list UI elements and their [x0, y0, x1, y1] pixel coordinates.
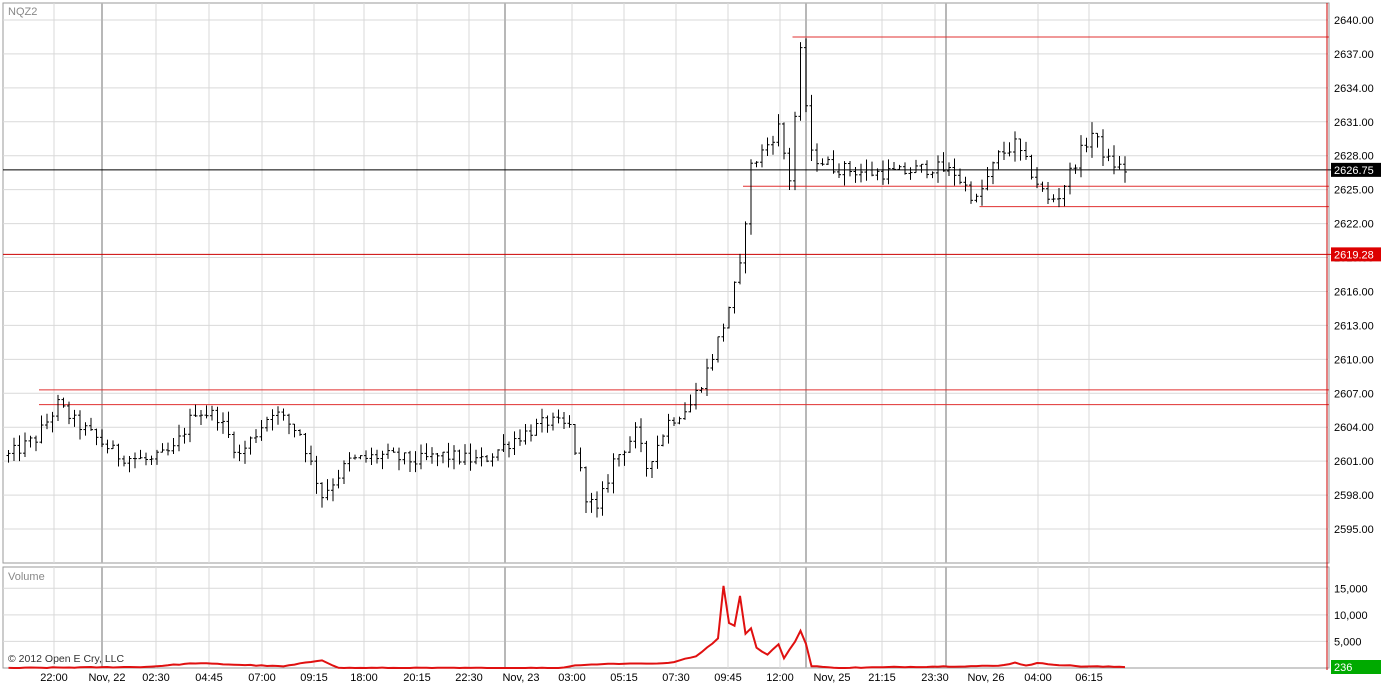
- axes: 2640.00 2637.00 2634.00 2631.00 2628.00 2625.…: [40, 15, 1374, 684]
- grid-lines: [3, 3, 1329, 668]
- symbol-label: NQZ2: [8, 6, 37, 18]
- time-tick-label: 22:00: [40, 672, 68, 684]
- time-tick-label: 09:45: [714, 672, 742, 684]
- time-tick-label: 04:00: [1024, 672, 1052, 684]
- price-tick-label: 2601.00: [1334, 456, 1374, 468]
- time-tick-label: 04:45: [195, 672, 223, 684]
- horizontal-levels: [3, 36, 1331, 406]
- time-tick-label: 09:15: [300, 672, 328, 684]
- price-panel-frame: [2, 2, 1330, 564]
- last-price-text: 2626.75: [1334, 165, 1374, 177]
- price-tick-label: 2616.00: [1334, 286, 1374, 298]
- price-tick-label: 2640.00: [1334, 15, 1374, 27]
- time-tick-label: 21:15: [868, 672, 896, 684]
- volume-line: [8, 585, 1126, 670]
- price-tick-label: 2622.00: [1334, 219, 1374, 231]
- price-tick-label: 2610.00: [1334, 354, 1374, 366]
- time-tick-label: Nov, 25: [813, 672, 850, 684]
- volume-tick-label: 10,000: [1334, 610, 1368, 622]
- copyright-label: © 2012 Open E Cry, LLC: [8, 653, 125, 665]
- price-tick-label: 2634.00: [1334, 83, 1374, 95]
- price-tick-label: 2625.00: [1334, 185, 1374, 197]
- time-tick-label: 12:00: [766, 672, 794, 684]
- price-tick-label: 2607.00: [1334, 388, 1374, 400]
- price-tick-label: 2598.00: [1334, 490, 1374, 502]
- time-tick-label: 18:00: [350, 672, 378, 684]
- price-tick-label: 2631.00: [1334, 117, 1374, 129]
- time-tick-label: 06:15: [1075, 672, 1103, 684]
- volume-panel-frame: [2, 566, 1330, 669]
- level-marker-text: 2619.28: [1334, 249, 1374, 261]
- price-tick-label: 2613.00: [1334, 320, 1374, 332]
- time-tick-label: 22:30: [455, 672, 483, 684]
- volume-series: [8, 585, 1126, 670]
- time-tick-label: Nov, 26: [967, 672, 1004, 684]
- time-tick-label: 07:30: [662, 672, 690, 684]
- time-tick-label: 20:15: [403, 672, 431, 684]
- time-tick-label: Nov, 23: [502, 672, 539, 684]
- price-tick-label: 2604.00: [1334, 422, 1374, 434]
- ohlc-bars: [6, 38, 1127, 518]
- time-tick-label: 02:30: [142, 672, 170, 684]
- last-volume-badge: [1331, 660, 1381, 674]
- time-tick-label: Nov, 22: [88, 672, 125, 684]
- level-marker-badge: [1331, 247, 1381, 262]
- time-tick-label: 05:15: [610, 672, 638, 684]
- volume-tick-label: 15,000: [1334, 583, 1368, 595]
- time-tick-label: 23:30: [921, 672, 949, 684]
- price-tick-label: 2637.00: [1334, 49, 1374, 61]
- time-tick-label: 03:00: [558, 672, 586, 684]
- last-price-badge: [1331, 162, 1381, 177]
- price-tick-label: 2628.00: [1334, 151, 1374, 163]
- price-tick-label: 2595.00: [1334, 524, 1374, 536]
- volume-tick-label: 5,000: [1334, 636, 1362, 648]
- time-tick-label: 07:00: [248, 672, 276, 684]
- volume-panel-label: Volume: [8, 571, 45, 583]
- last-volume-text: 236: [1334, 662, 1352, 674]
